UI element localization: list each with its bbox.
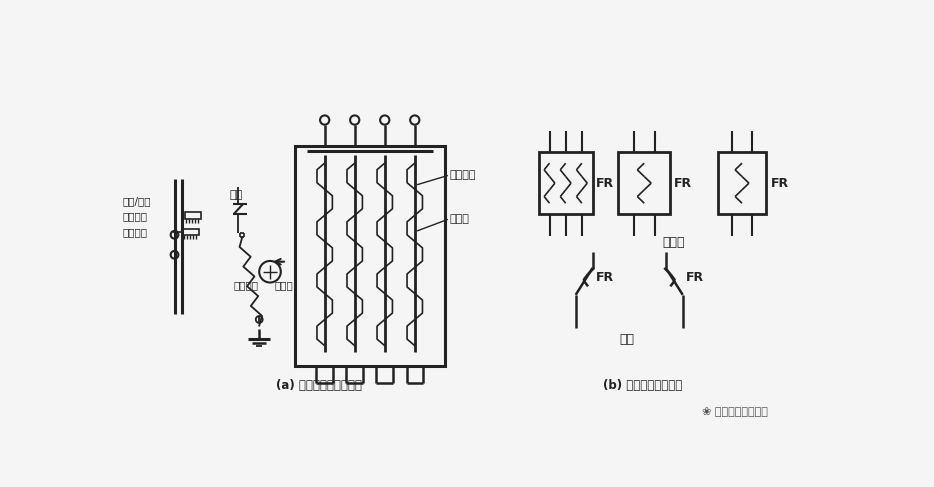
- Bar: [539, 152, 593, 214]
- Text: FR: FR: [596, 271, 614, 283]
- Text: 手动/自动: 手动/自动: [123, 196, 151, 206]
- Bar: [618, 152, 671, 214]
- Text: FR: FR: [596, 177, 614, 189]
- Text: 复位按钮: 复位按钮: [123, 226, 148, 237]
- Bar: [185, 212, 202, 219]
- Text: FR: FR: [686, 271, 704, 283]
- Text: 热元件: 热元件: [662, 236, 685, 249]
- Text: 双金属片: 双金属片: [449, 170, 476, 181]
- Text: 复位螺丝: 复位螺丝: [123, 211, 148, 221]
- Text: 触点: 触点: [620, 333, 635, 346]
- Text: FR: FR: [771, 177, 788, 189]
- Text: ❀ 电气技术学习平台: ❀ 电气技术学习平台: [702, 407, 768, 417]
- Text: 传动杆: 传动杆: [275, 280, 293, 290]
- Bar: [718, 152, 766, 214]
- Text: FR: FR: [673, 177, 691, 189]
- Text: 调节旋钮: 调节旋钮: [234, 280, 258, 290]
- Text: 热元件: 热元件: [449, 214, 469, 225]
- Text: (a) 热继电器结构示意图: (a) 热继电器结构示意图: [276, 379, 362, 392]
- Bar: [294, 146, 445, 366]
- Text: (b) 热继电器图形符号: (b) 热继电器图形符号: [603, 379, 683, 392]
- Text: 触点: 触点: [229, 190, 243, 200]
- Bar: [182, 228, 199, 235]
